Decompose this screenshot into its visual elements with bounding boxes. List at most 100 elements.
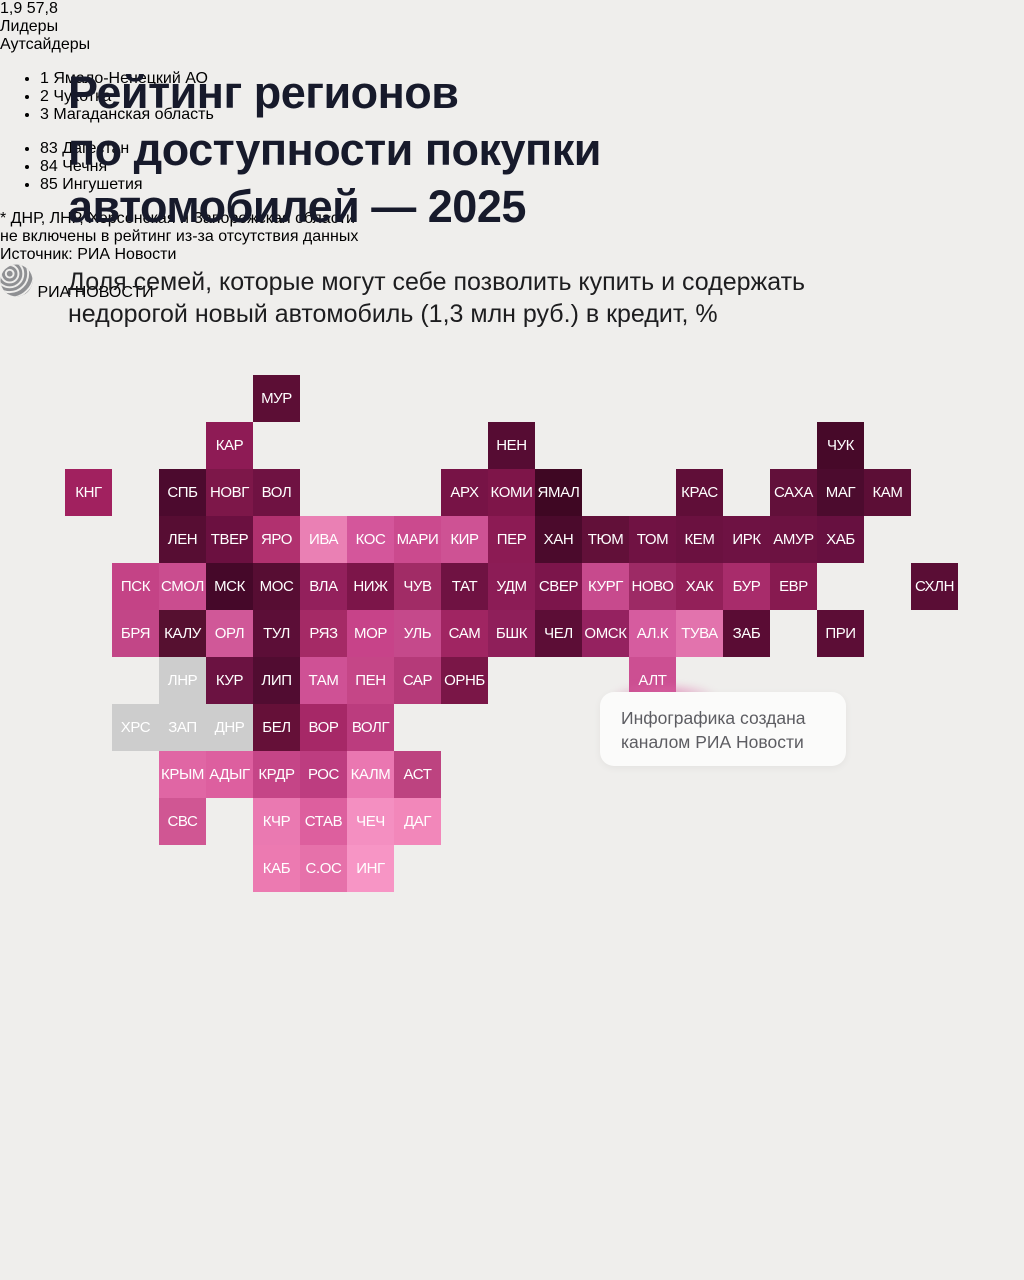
- outsiders-list: 83 Дагестан 84 Чечня 85 Ингушетия: [0, 140, 1024, 194]
- region-tile-ВОЛ: ВОЛ: [253, 469, 300, 516]
- region-tile-БШК: БШК: [488, 610, 535, 657]
- region-tile-ТВЕР: ТВЕР: [206, 516, 253, 563]
- region-tile-НЕН: НЕН: [488, 422, 535, 469]
- region-tile-ЧЕЧ: ЧЕЧ: [347, 798, 394, 845]
- region-tile-АДЫГ: АДЫГ: [206, 751, 253, 798]
- ria-logo-text: РИА НОВОСТИ: [37, 284, 154, 301]
- region-tile-ЛИП: ЛИП: [253, 657, 300, 704]
- outsider-name-3: Ингушетия: [62, 176, 143, 193]
- region-tile-КАМ: КАМ: [864, 469, 911, 516]
- region-tile-КНГ: КНГ: [65, 469, 112, 516]
- region-tile-ОМСК: ОМСК: [582, 610, 629, 657]
- region-tile-КОС: КОС: [347, 516, 394, 563]
- region-tile-ОРЛ: ОРЛ: [206, 610, 253, 657]
- region-tile-КОМИ: КОМИ: [488, 469, 535, 516]
- title-line-1: Рейтинг регионов: [68, 67, 459, 118]
- leader-rank-2: 2: [40, 88, 49, 105]
- credit-tooltip: Инфографика создана каналом РИА Новости: [600, 692, 846, 766]
- region-tile-ТАМ: ТАМ: [300, 657, 347, 704]
- region-tile-ТОМ: ТОМ: [629, 516, 676, 563]
- region-tile-ОРНБ: ОРНБ: [441, 657, 488, 704]
- region-tile-ЛНР: ЛНР: [159, 657, 206, 704]
- region-tile-ИНГ: ИНГ: [347, 845, 394, 892]
- region-tile-ЧУК: ЧУК: [817, 422, 864, 469]
- region-tile-ЛЕН: ЛЕН: [159, 516, 206, 563]
- region-tile-ХАН: ХАН: [535, 516, 582, 563]
- region-tile-ХРС: ХРС: [112, 704, 159, 751]
- subtitle-line-1: Доля семей, которые могут себе позволить…: [68, 268, 806, 296]
- title-line-3: автомобилей — 2025: [68, 181, 526, 232]
- leader-item-1: 1 Ямало-Ненецкий АО: [40, 70, 1024, 88]
- ria-globe-icon: [0, 264, 37, 301]
- color-scale-labels: 1,9 57,8: [0, 0, 1024, 18]
- leaders-heading: Лидеры: [0, 18, 59, 35]
- scale-max-label: 57,8: [26, 0, 58, 17]
- region-tile-НОВО: НОВО: [629, 563, 676, 610]
- region-tile-МАРИ: МАРИ: [394, 516, 441, 563]
- region-tile-КАЛМ: КАЛМ: [347, 751, 394, 798]
- leaders-list: 1 Ямало-Ненецкий АО 2 Чукотка 3 Магаданс…: [0, 70, 1024, 124]
- region-tile-КЕМ: КЕМ: [676, 516, 723, 563]
- leader-rank-3: 3: [40, 106, 49, 123]
- region-tile-ТЮМ: ТЮМ: [582, 516, 629, 563]
- region-tile-ЧУВ: ЧУВ: [394, 563, 441, 610]
- outsider-name-2: Чечня: [62, 158, 108, 175]
- region-tile-ПСК: ПСК: [112, 563, 159, 610]
- region-tile-КУРГ: КУРГ: [582, 563, 629, 610]
- region-tile-МОС: МОС: [253, 563, 300, 610]
- region-tile-САР: САР: [394, 657, 441, 704]
- region-tile-ИРК: ИРК: [723, 516, 770, 563]
- region-tile-КИР: КИР: [441, 516, 488, 563]
- page-title: Рейтинг регионов по доступности покупки …: [68, 64, 601, 235]
- region-tile-ВЛА: ВЛА: [300, 563, 347, 610]
- region-tile-ВОЛГ: ВОЛГ: [347, 704, 394, 751]
- ria-novosti-logo: РИА НОВОСТИ: [0, 264, 1024, 302]
- credit-line-2: каналом РИА Новости: [621, 732, 804, 752]
- region-tile-РОС: РОС: [300, 751, 347, 798]
- outsider-item-2: 84 Чечня: [40, 158, 1024, 176]
- region-tile-ВОР: ВОР: [300, 704, 347, 751]
- region-tile-УДМ: УДМ: [488, 563, 535, 610]
- scale-min-label: 1,9: [0, 0, 23, 17]
- leader-item-3: 3 Магаданская область: [40, 106, 1024, 124]
- region-tile-УЛЬ: УЛЬ: [394, 610, 441, 657]
- region-tile-МСК: МСК: [206, 563, 253, 610]
- region-tile-КЧР: КЧР: [253, 798, 300, 845]
- region-tile-ЯРО: ЯРО: [253, 516, 300, 563]
- outsider-rank-2: 84: [40, 158, 58, 175]
- region-tile-САМ: САМ: [441, 610, 488, 657]
- region-tile-БЕЛ: БЕЛ: [253, 704, 300, 751]
- region-tile-ХАБ: ХАБ: [817, 516, 864, 563]
- region-tile-ЗАП: ЗАП: [159, 704, 206, 751]
- region-tile-СМОЛ: СМОЛ: [159, 563, 206, 610]
- region-tile-САХА: САХА: [770, 469, 817, 516]
- region-tile-СВС: СВС: [159, 798, 206, 845]
- region-tile-ПРИ: ПРИ: [817, 610, 864, 657]
- region-tile-СТАВ: СТАВ: [300, 798, 347, 845]
- outsider-item-1: 83 Дагестан: [40, 140, 1024, 158]
- region-tile-НИЖ: НИЖ: [347, 563, 394, 610]
- region-tile-ТАТ: ТАТ: [441, 563, 488, 610]
- outsider-item-3: 85 Ингушетия: [40, 176, 1024, 194]
- region-tile-ХАК: ХАК: [676, 563, 723, 610]
- color-scale-gradient: [707, 797, 957, 818]
- leader-item-2: 2 Чукотка: [40, 88, 1024, 106]
- source-label: Источник: РИА Новости: [0, 246, 177, 263]
- region-tile-МОР: МОР: [347, 610, 394, 657]
- region-tile-АСТ: АСТ: [394, 751, 441, 798]
- region-tile-СХЛН: СХЛН: [911, 563, 958, 610]
- region-tile-АРХ: АРХ: [441, 469, 488, 516]
- region-tile-ДНР: ДНР: [206, 704, 253, 751]
- region-tile-БУР: БУР: [723, 563, 770, 610]
- region-tile-ПЕН: ПЕН: [347, 657, 394, 704]
- title-line-2: по доступности покупки: [68, 124, 601, 175]
- region-tile-БРЯ: БРЯ: [112, 610, 159, 657]
- footnote-line-1: * ДНР, ЛНР, Херсонская и Запорожская обл…: [0, 210, 355, 227]
- region-tile-КРДР: КРДР: [253, 751, 300, 798]
- region-tile-МУР: МУР: [253, 375, 300, 422]
- region-tile-С.ОС: С.ОС: [300, 845, 347, 892]
- region-tile-АМУР: АМУР: [770, 516, 817, 563]
- leader-name-2: Чукотка: [53, 88, 112, 105]
- region-tile-ЧЕЛ: ЧЕЛ: [535, 610, 582, 657]
